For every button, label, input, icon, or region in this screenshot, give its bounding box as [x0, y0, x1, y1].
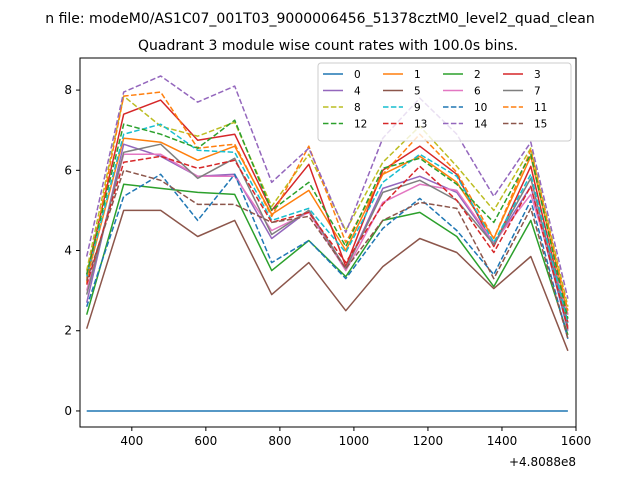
legend-label-14: 14 — [474, 119, 488, 131]
x-tick-label: 1000 — [339, 434, 370, 448]
axis-ticks: 400 600 800 1000 1200 1400 1600 0 2 4 6 8 — [64, 83, 591, 448]
series-line-12 — [85, 119, 569, 319]
series-line-6 — [85, 153, 569, 315]
x-offset-label: +4.8088e8 — [509, 455, 576, 469]
legend-label-11: 11 — [534, 102, 547, 114]
legend-label-5: 5 — [414, 86, 421, 98]
x-tick-label: 400 — [120, 434, 143, 448]
plot-lines — [85, 75, 569, 412]
x-tick-label: 1400 — [487, 434, 518, 448]
series-line-10 — [85, 173, 569, 339]
y-tick-label: 4 — [64, 244, 72, 258]
legend-label-13: 13 — [414, 119, 427, 131]
series-line-7 — [85, 143, 569, 327]
legend-label-12: 12 — [354, 119, 367, 131]
legend-label-4: 4 — [354, 86, 361, 98]
y-tick-label: 6 — [64, 163, 72, 177]
y-tick-label: 8 — [64, 83, 72, 97]
x-tick-label: 600 — [194, 434, 217, 448]
legend-label-3: 3 — [534, 69, 541, 81]
series-line-9 — [85, 123, 569, 323]
chart-title: Quadrant 3 module wise count rates with … — [138, 38, 518, 54]
y-tick-label: 0 — [64, 404, 72, 418]
legend-box — [317, 62, 572, 142]
x-tick-label: 1600 — [561, 434, 592, 448]
legend-label-15: 15 — [534, 119, 547, 131]
legend-label-7: 7 — [534, 86, 541, 98]
figure-suptitle: n file: modeM0/AS1C07_001T03_9000006456_… — [45, 11, 594, 27]
series-line-15 — [85, 169, 569, 340]
series-line-13 — [85, 155, 569, 329]
legend-label-2: 2 — [474, 69, 481, 81]
legend-label-9: 9 — [414, 102, 421, 114]
series-line-14 — [85, 75, 569, 299]
y-tick-label: 2 — [64, 324, 72, 338]
legend-label-6: 6 — [474, 86, 481, 98]
series-line-11 — [85, 91, 569, 311]
legend-label-1: 1 — [414, 69, 421, 81]
legend-label-8: 8 — [354, 102, 361, 114]
series-line-5 — [85, 209, 569, 352]
axes-frame — [79, 57, 577, 428]
series-line-1 — [85, 137, 569, 315]
legend-label-10: 10 — [474, 102, 487, 114]
x-tick-label: 800 — [268, 434, 291, 448]
x-tick-label: 1200 — [413, 434, 444, 448]
legend-label-0: 0 — [354, 69, 361, 81]
